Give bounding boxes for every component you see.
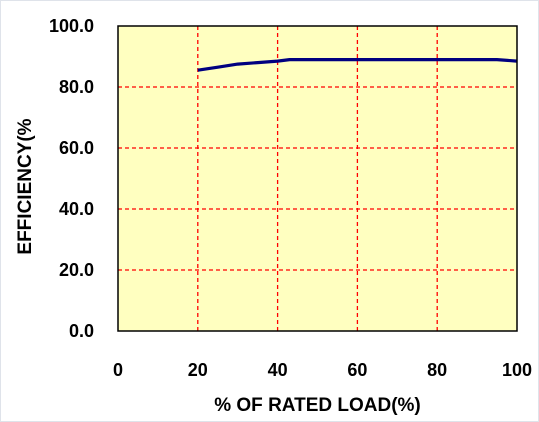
y-tick-label: 20.0 (59, 260, 94, 280)
plot-area (118, 26, 517, 331)
x-tick-labels: 0 20 40 60 80 100 (113, 360, 532, 380)
x-tick-label: 40 (268, 360, 288, 380)
series-layer (197, 57, 518, 72)
x-axis-label: % OF RATED LOAD(%) (214, 395, 421, 416)
y-tick-label: 80.0 (59, 77, 94, 97)
x-tick-label: 80 (427, 360, 447, 380)
x-tick-label: 0 (113, 360, 123, 380)
x-tick-label: 60 (347, 360, 367, 380)
y-tick-label: 40.0 (59, 199, 94, 219)
plot-border (117, 25, 518, 332)
efficiency-series-line (197, 57, 518, 72)
y-axis-label: EFFICIENCY(% (15, 118, 36, 254)
x-tick-label: 20 (188, 360, 208, 380)
y-tick-label: 60.0 (59, 138, 94, 158)
y-tick-labels: 0.0 20.0 40.0 60.0 80.0 100.0 (49, 16, 94, 341)
x-tick-label: 100 (502, 360, 532, 380)
y-tick-label: 100.0 (49, 16, 94, 36)
grid-lines (118, 26, 517, 331)
y-tick-label: 0.0 (69, 321, 94, 341)
